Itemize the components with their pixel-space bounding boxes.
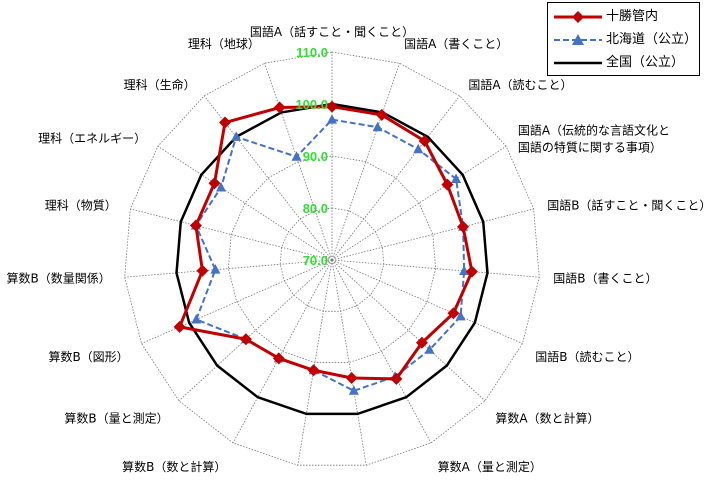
category-label: 算数B（図形） bbox=[48, 349, 128, 364]
legend-item-national: 全国（公立） bbox=[548, 53, 699, 73]
legend-label: 北海道（公立） bbox=[606, 32, 698, 47]
data-point-triangle bbox=[451, 173, 462, 183]
tick-label: 110.0 bbox=[296, 45, 328, 60]
radar-series bbox=[173, 100, 489, 416]
data-point-diamond bbox=[173, 320, 186, 333]
category-labels: 国語A（話すこと・聞くこと）国語A（書くこと） 国語A（読むこと） 国語A（伝統的な… bbox=[7, 24, 710, 474]
category-label: 国語A（伝統的な言語文化と国語の特質に関する事項） bbox=[518, 123, 670, 155]
data-point-triangle bbox=[372, 121, 383, 132]
data-point-diamond bbox=[345, 371, 358, 384]
tick-label: 70.0 bbox=[303, 253, 328, 268]
category-label: 理科（地球） bbox=[188, 37, 260, 51]
data-point-diamond bbox=[208, 177, 221, 190]
data-point-triangle bbox=[327, 114, 337, 124]
data-point-triangle bbox=[210, 264, 221, 274]
category-label: 理科（エネルギー） bbox=[38, 132, 146, 146]
data-point-diamond bbox=[447, 307, 460, 320]
radar-grid bbox=[124, 51, 540, 466]
data-point-diamond bbox=[196, 264, 209, 277]
legend-item-hokkaido: 北海道（公立） bbox=[548, 30, 699, 50]
tick-label: 90.0 bbox=[303, 149, 328, 164]
category-label: 算数B（数量関係） bbox=[7, 270, 111, 285]
data-point-triangle bbox=[291, 151, 302, 161]
grid-spoke bbox=[124, 259, 333, 278]
series-line-0 bbox=[178, 105, 474, 381]
grid-ring bbox=[227, 155, 437, 363]
data-point-diamond bbox=[273, 101, 286, 114]
grid-ring bbox=[279, 207, 385, 312]
data-point-diamond bbox=[375, 108, 388, 121]
data-point-triangle bbox=[348, 385, 359, 395]
data-point-diamond bbox=[189, 219, 202, 232]
grid-spoke bbox=[331, 259, 367, 466]
series-line-2 bbox=[175, 102, 489, 416]
data-point-triangle bbox=[215, 181, 226, 192]
category-label: 算数A（数と計算） bbox=[495, 410, 599, 425]
data-point-triangle bbox=[191, 314, 202, 324]
data-point-triangle bbox=[455, 310, 466, 321]
data-point-diamond bbox=[219, 116, 232, 129]
grid-spoke bbox=[232, 259, 333, 444]
category-label: 国語B（読むこと） bbox=[535, 349, 639, 364]
data-point-diamond bbox=[418, 134, 431, 147]
data-point-triangle bbox=[424, 344, 435, 354]
legend-marker-diamond-icon bbox=[554, 11, 602, 23]
data-point-triangle bbox=[413, 143, 424, 154]
grid-spoke bbox=[331, 63, 400, 261]
category-label: 算数B（量と測定） bbox=[64, 410, 168, 425]
data-point-diamond bbox=[272, 352, 285, 365]
data-point-diamond bbox=[390, 372, 403, 385]
data-point-diamond bbox=[457, 220, 470, 233]
category-label: 国語A（読むこと） bbox=[468, 77, 572, 92]
category-label: 国語A（話すこと・聞くこと） bbox=[250, 24, 414, 39]
category-label: 国語A（書くこと） bbox=[404, 36, 508, 51]
data-point-diamond bbox=[326, 100, 338, 113]
data-point-diamond bbox=[239, 333, 252, 346]
category-label: 理科（物質） bbox=[45, 198, 117, 213]
tick-label: 80.0 bbox=[303, 201, 328, 216]
legend-label: 十勝管内 bbox=[606, 9, 659, 24]
grid-ring bbox=[124, 51, 540, 466]
data-point-diamond bbox=[465, 265, 478, 278]
data-point-triangle bbox=[459, 265, 470, 275]
grid-spoke bbox=[331, 208, 534, 261]
category-label: 国語B（書くこと） bbox=[553, 270, 657, 285]
category-label: 算数A（量と測定） bbox=[438, 459, 542, 474]
series-line-1 bbox=[194, 118, 466, 392]
legend: 十勝管内 北海道（公立） 全国（公立） bbox=[547, 2, 700, 76]
legend-line-icon bbox=[554, 61, 602, 65]
data-point-diamond bbox=[441, 178, 454, 191]
data-point-triangle bbox=[231, 131, 242, 141]
data-point-diamond bbox=[307, 364, 320, 377]
category-label: 国語B（話すこと・聞くこと） bbox=[547, 198, 710, 213]
data-point-diamond bbox=[415, 336, 428, 349]
legend-marker-triangle-icon bbox=[554, 34, 602, 45]
category-label: 理科（生命） bbox=[124, 77, 196, 92]
legend-item-tokachi: 十勝管内 bbox=[548, 7, 699, 27]
category-label: 算数B（数と計算） bbox=[122, 459, 226, 474]
radial-tick-labels: 70.0 80.0 90.0 100.0 110.0 bbox=[295, 45, 328, 268]
legend-label: 全国（公立） bbox=[606, 55, 685, 70]
tick-label: 100.0 bbox=[295, 97, 328, 112]
